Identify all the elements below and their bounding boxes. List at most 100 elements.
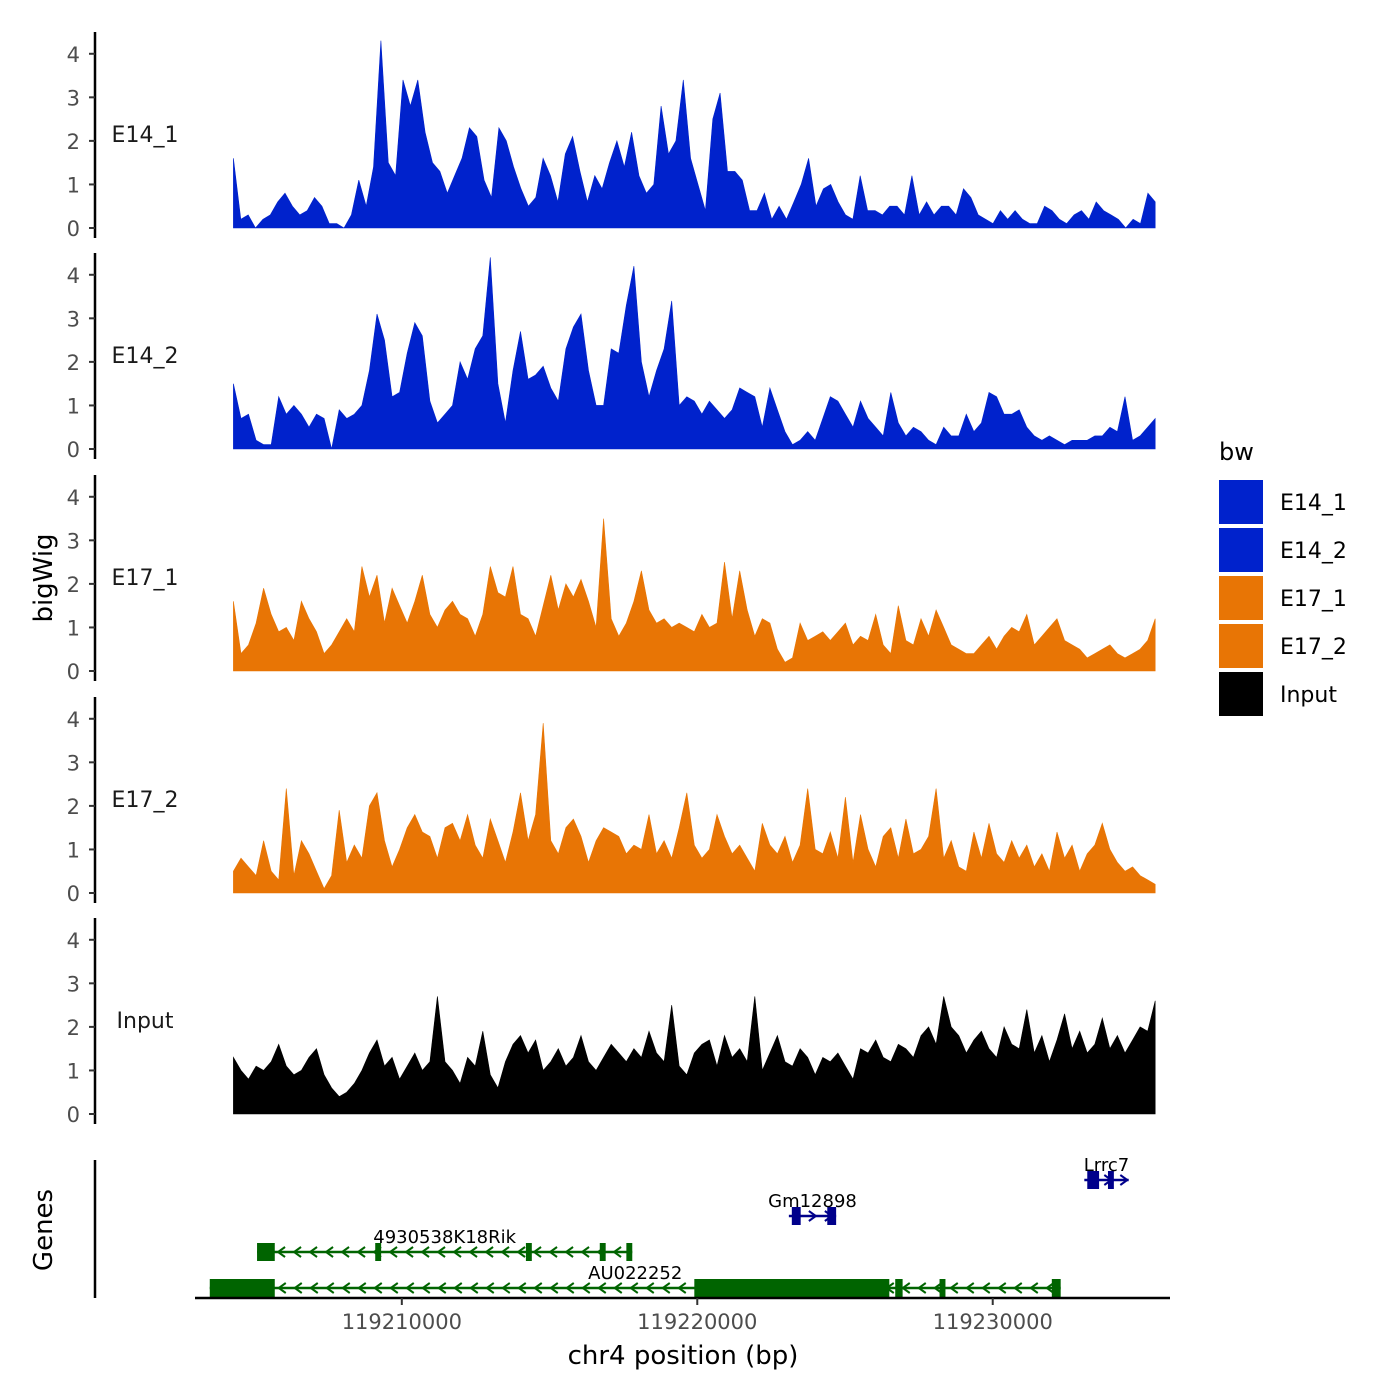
strand-arrow: [933, 1282, 943, 1294]
y-tick-label: 4: [67, 929, 80, 953]
gene-exon: [694, 1279, 890, 1297]
track-label: E14_2: [112, 344, 179, 369]
strand-arrow: [1119, 1174, 1130, 1186]
gene-label: Gm12898: [768, 1191, 857, 1212]
legend-swatch: [1219, 480, 1263, 524]
y-tick-label: 2: [67, 573, 80, 597]
gene-exon: [525, 1243, 532, 1261]
y-tick-label: 1: [67, 616, 80, 640]
strand-arrow: [645, 1282, 655, 1294]
y-tick-label: 3: [67, 86, 80, 110]
gene-4930538k18rik: 4930538K18Rik: [257, 1227, 633, 1261]
gene-label: Lrrc7: [1084, 1155, 1129, 1176]
strand-arrow: [580, 1246, 590, 1258]
strand-arrow: [564, 1246, 574, 1258]
gene-exon: [939, 1279, 946, 1297]
gene-exon: [375, 1243, 382, 1261]
y-tick-label: 0: [67, 882, 80, 906]
strand-arrow: [356, 1246, 366, 1258]
strand-arrow: [677, 1282, 687, 1294]
strand-arrow: [373, 1282, 383, 1294]
y-tick-label: 3: [67, 751, 80, 775]
gene-exon: [599, 1243, 606, 1261]
strand-arrow: [581, 1282, 591, 1294]
x-tick-label: 119220000: [637, 1310, 757, 1334]
strand-arrow: [293, 1282, 303, 1294]
gene-exon: [1107, 1171, 1114, 1189]
panel-input: 0 1 2 3 4 Input: [67, 918, 1156, 1127]
x-tick-label: 119230000: [933, 1310, 1053, 1334]
signal-tracks: 0 1 2 3 4 E14_1 0 1 2 3 4 E14_2 0 1 2 3 4 E17_1 0 1 2 3 4 E17_2…: [67, 32, 1156, 1127]
gene-gm12898: Gm12898: [768, 1191, 857, 1225]
y-tick-label: 0: [67, 438, 80, 462]
gene-track: 4930538K18Rik AU022252 Gm12898 Lrrc7: [93, 1155, 1129, 1298]
y-tick-label: 1: [67, 394, 80, 418]
y-tick-label: 4: [67, 708, 80, 732]
strand-arrow: [484, 1246, 494, 1258]
legend-label: Input: [1280, 683, 1337, 708]
legend-swatch: [1219, 672, 1263, 716]
y-tick-label: 0: [67, 1103, 80, 1127]
gene-label: 4930538K18Rik: [373, 1227, 516, 1248]
strand-arrow: [808, 1210, 818, 1222]
strand-arrow: [308, 1246, 318, 1258]
strand-arrow: [548, 1246, 558, 1258]
strand-arrow: [325, 1282, 335, 1294]
legend-label: E17_2: [1280, 635, 1347, 660]
strand-arrow: [485, 1282, 495, 1294]
y-tick-label: 1: [67, 173, 80, 197]
x-axis-title: chr4 position (bp): [568, 1341, 799, 1371]
y-tick-label: 3: [67, 972, 80, 996]
strand-arrow: [388, 1246, 398, 1258]
strand-arrow: [549, 1282, 559, 1294]
panel-e14-2: 0 1 2 3 4 E14_2: [67, 253, 1156, 462]
legend-title: bw: [1219, 438, 1254, 466]
gene-exon: [895, 1279, 903, 1297]
strand-arrow: [277, 1282, 287, 1294]
strand-arrow: [661, 1282, 671, 1294]
strand-arrow: [420, 1246, 430, 1258]
strand-arrow: [436, 1246, 446, 1258]
strand-arrow: [901, 1282, 911, 1294]
y-tick-label: 4: [67, 264, 80, 288]
y-tick-label: 1: [67, 1059, 80, 1083]
y-tick-label: 2: [67, 795, 80, 819]
panel-e17-1: 0 1 2 3 4 E17_1: [67, 475, 1156, 684]
y-tick-label: 4: [67, 43, 80, 67]
y-axis-title: bigWig: [29, 533, 59, 622]
strand-arrow: [532, 1246, 542, 1258]
gene-lrrc7: Lrrc7: [1084, 1155, 1129, 1189]
track-label: Input: [117, 1009, 174, 1034]
strand-arrow: [981, 1282, 991, 1294]
y-tick-label: 2: [67, 1016, 80, 1040]
strand-arrow: [357, 1282, 367, 1294]
gene-au022252: AU022252: [209, 1263, 1061, 1297]
strand-arrow: [949, 1282, 959, 1294]
y-tick-label: 0: [67, 660, 80, 684]
gene-exon: [257, 1243, 275, 1261]
strand-arrow: [1045, 1282, 1055, 1294]
y-tick-label: 4: [67, 486, 80, 510]
track-label: E17_2: [112, 788, 179, 813]
track-label: E14_1: [112, 123, 179, 148]
strand-arrow: [404, 1246, 414, 1258]
strand-arrow: [452, 1246, 462, 1258]
signal-area: [233, 257, 1156, 450]
gene-exon: [1051, 1279, 1061, 1297]
legend-swatch: [1219, 624, 1263, 668]
gene-exon: [1087, 1171, 1100, 1189]
strand-arrow: [597, 1282, 607, 1294]
y-tick-label: 3: [67, 307, 80, 331]
legend-label: E14_2: [1280, 539, 1347, 564]
strand-arrow: [453, 1282, 463, 1294]
strand-arrow: [613, 1282, 623, 1294]
gene-exon: [791, 1207, 801, 1225]
gene-exon: [827, 1207, 837, 1225]
strand-arrow: [997, 1282, 1007, 1294]
strand-arrow: [1013, 1282, 1023, 1294]
signal-area: [233, 723, 1156, 894]
legend-swatch: [1219, 576, 1263, 620]
strand-arrow: [629, 1282, 639, 1294]
strand-arrow: [1029, 1282, 1039, 1294]
